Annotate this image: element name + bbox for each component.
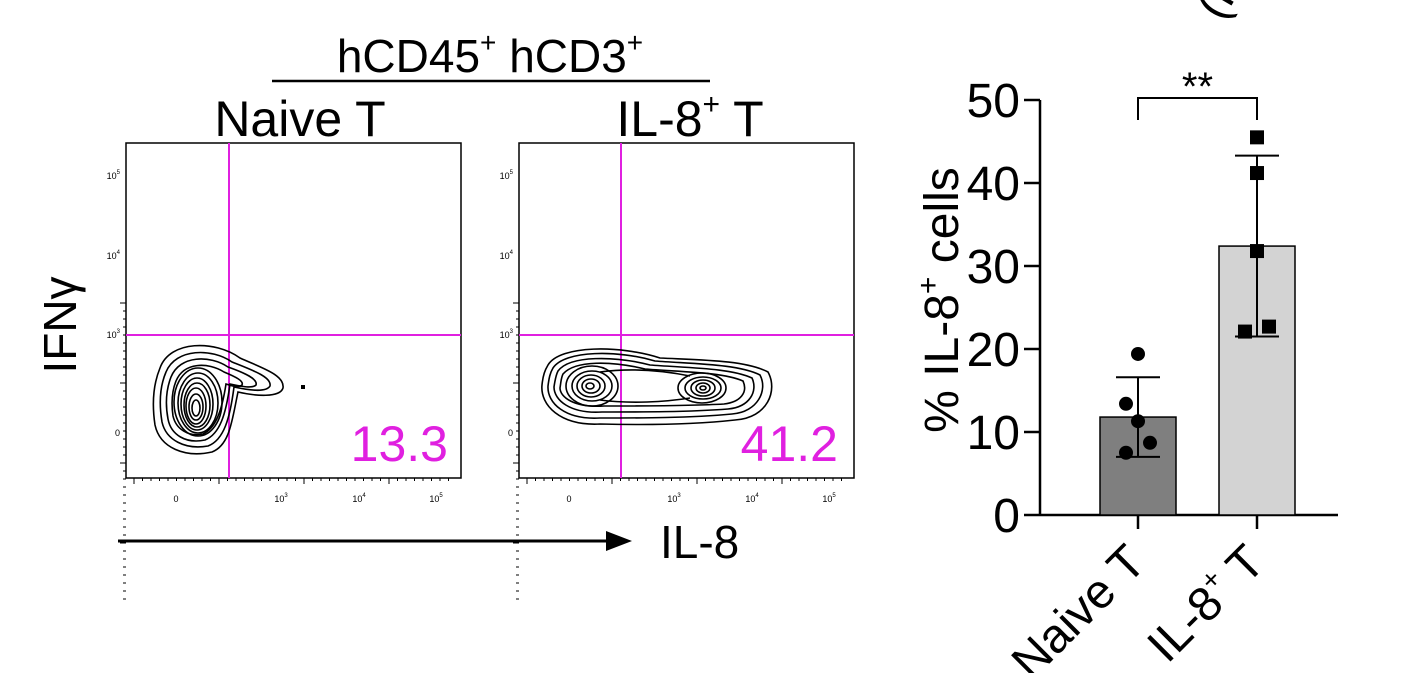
outlier-event: [301, 385, 305, 389]
data-point: [1131, 414, 1145, 429]
data-point: [1238, 324, 1252, 339]
significance-label: **: [1182, 65, 1213, 109]
y-tick-label: 0: [993, 490, 1020, 543]
data-point: [1131, 346, 1145, 361]
quadrant-percent: 13.3: [351, 416, 448, 472]
flow-y-tick-label: 0: [508, 428, 513, 438]
y-tick-label: 20: [967, 324, 1020, 377]
y-tick-label: 30: [967, 241, 1020, 294]
arrowhead-icon: [606, 531, 632, 551]
category-label: IL-8+ T: [1136, 533, 1275, 672]
flow-y-tick-label: 104: [107, 250, 121, 261]
group-label-1: hCD45: [337, 30, 480, 82]
flow-x-tick-label: 105: [822, 493, 836, 504]
flow-panel-il8: 41.2 105 104 103 0 0 103 104 105: [500, 142, 855, 600]
flow-y-tick-label: 0: [115, 428, 120, 438]
y-tick-label: 10: [967, 407, 1020, 460]
group-label-1-sup: +: [480, 27, 496, 58]
panel-2-title: IL-8+ T: [616, 88, 763, 147]
flow-x-axis-arrow: [118, 531, 632, 551]
bar-chart-y-label: % IL-8+ cells: [912, 167, 969, 433]
data-point: [1250, 244, 1264, 259]
flow-x-tick-label: 0: [566, 494, 571, 504]
group-label-2: hCD3: [509, 30, 627, 82]
data-point: [1250, 130, 1264, 145]
flow-y-tick-label: 105: [500, 170, 514, 181]
bar-chart-x-labels: Naive TIL-8+ T: [1002, 533, 1275, 673]
significance-line: [1137, 97, 1258, 120]
category-label: Naive T: [1002, 535, 1156, 673]
significance-bracket: **: [1137, 65, 1258, 120]
bar-chart: 0 10 20 30 40 50 ** Naive TIL-8+ T % IL-8+ ce…: [912, 65, 1338, 673]
flow-x-tick-label: 103: [274, 493, 288, 504]
flow-axis-ticks: [513, 302, 842, 600]
flow-y-axis-label: IFNγ: [34, 276, 86, 373]
data-point: [1143, 435, 1157, 450]
flow-y-tick-label: 103: [500, 329, 514, 340]
contour-plot: [541, 348, 773, 426]
data-point: [1119, 445, 1133, 460]
flow-x-tick-label: 105: [429, 493, 443, 504]
flow-x-tick-label: 104: [352, 493, 366, 504]
flow-panel-naive: 13.3 105 104 103 0 0 103 104 105: [107, 142, 462, 600]
bar-chart-points: [1119, 130, 1276, 460]
flow-x-tick-label: 104: [745, 493, 759, 504]
data-point: [1250, 166, 1264, 181]
data-point: [1262, 319, 1276, 334]
bar-chart-bars: [1099, 245, 1296, 516]
y-tick-label: 50: [967, 75, 1020, 128]
data-point: [1119, 396, 1133, 411]
quadrant-percent: 41.2: [741, 416, 838, 472]
y-tick-label: 40: [967, 158, 1020, 211]
flow-y-tick-label: 104: [500, 250, 514, 261]
contour-plot: [152, 344, 284, 455]
group-header: hCD45+ hCD3+: [272, 27, 710, 83]
group-label-2-sup: +: [627, 27, 643, 58]
flow-axis-ticks: [120, 302, 449, 600]
flow-y-tick-label: 103: [107, 329, 121, 340]
cropped-label-fragment: (K: [1186, 0, 1254, 27]
flow-x-tick-label: 0: [173, 494, 178, 504]
flow-y-tick-label: 105: [107, 170, 121, 181]
panel-1-title: Naive T: [214, 91, 385, 147]
flow-x-axis-label: IL-8: [660, 516, 739, 568]
flow-x-tick-label: 103: [667, 493, 681, 504]
svg-text:hCD45+ hCD3+: hCD45+ hCD3+: [337, 27, 643, 82]
